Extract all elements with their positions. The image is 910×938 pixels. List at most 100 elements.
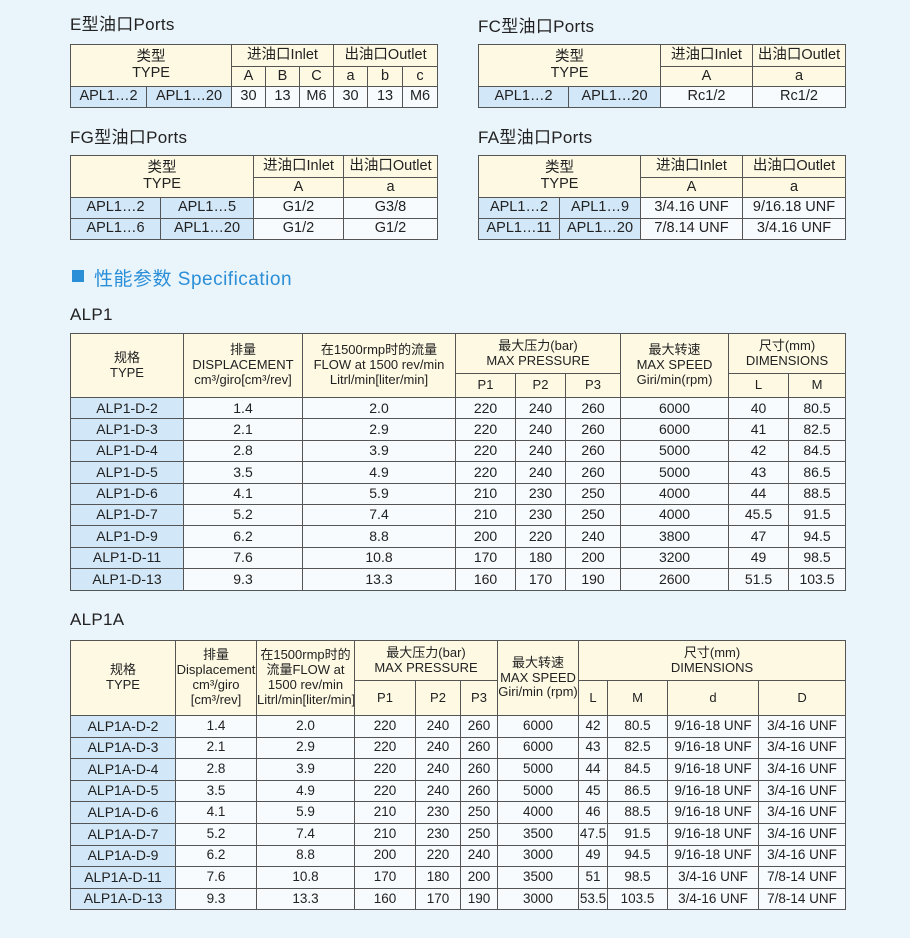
spec-value-cell: 3000 [497, 887, 580, 911]
spec-value-cell: 200 [455, 525, 516, 548]
sub-column-header: P3 [459, 680, 499, 716]
spec-value-cell: 4000 [497, 801, 580, 824]
port-value-cell: 13 [367, 86, 404, 108]
table-row: 规格 TYPE 排量 Displacement cm³/giro [cm³/rev] 在15… [70, 640, 847, 716]
table-row: APL1…2 APL1…20 30 13 M6 30 13 M6 [70, 86, 439, 108]
displacement-header: 排量 Displacement cm³/giro [cm³/rev] [175, 640, 257, 716]
table-row: 规格 TYPE 排量 DISPLACEMENT cm³/giro[cm³/rev] 在15… [70, 333, 847, 398]
port-column-header: a [333, 66, 369, 87]
spec-value-cell: 210 [455, 482, 516, 505]
port-value-cell: G1/2 [343, 218, 438, 240]
inlet-header: 进油口Inlet [640, 155, 743, 178]
table-row: APL1…2 APL1…5 G1/2 G3/8 [70, 197, 438, 219]
spec-value-cell: 230 [415, 822, 461, 846]
spec-value-cell: 3.9 [302, 439, 456, 463]
spec-value-cell: 250 [459, 801, 499, 824]
spec-value-cell: 3/4-16 UNF [758, 844, 847, 868]
sub-column-header: P3 [564, 373, 622, 398]
spec-value-cell: 7.6 [175, 866, 257, 889]
spec-value-cell: 3/4-16 UNF [758, 736, 847, 760]
model-cell: ALP1-D-2 [70, 396, 184, 420]
spec-value-cell: 1.4 [183, 396, 303, 420]
spec-value-cell: 43 [728, 461, 790, 484]
spec-value-cell: 170 [515, 568, 566, 591]
spec-value-cell: 98.5 [607, 866, 669, 889]
spec-value-cell: 53.5 [578, 887, 609, 911]
spec-value-cell: 5.2 [183, 503, 303, 527]
spec-value-cell: 3000 [497, 844, 580, 868]
spec-value-cell: 170 [354, 866, 416, 889]
spec-value-cell: 260 [564, 439, 622, 463]
spec-value-cell: 220 [515, 525, 566, 548]
spec-value-cell: 200 [354, 844, 416, 868]
model-cell: ALP1-D-11 [70, 546, 184, 570]
section-title: 性能参数 Specification [94, 269, 293, 290]
type-cell: APL1…2 [478, 86, 569, 108]
spec-value-cell: 80.5 [788, 396, 847, 420]
type-cell: APL1…20 [568, 86, 661, 108]
spec-value-cell: 5000 [497, 779, 580, 803]
port-value-cell: 30 [333, 86, 369, 108]
model-cell: ALP1-D-7 [70, 503, 184, 527]
spec-value-cell: 3.5 [183, 461, 303, 484]
type-cell: APL1…2 [70, 197, 161, 219]
port-column-header: A [231, 66, 266, 87]
spec-value-cell: 240 [564, 525, 622, 548]
spec-value-cell: 240 [459, 844, 499, 868]
spec-value-cell: 51 [578, 866, 609, 889]
table-row: APL1…6 APL1…20 G1/2 G1/2 [70, 218, 438, 240]
table-row: ALP1-D-9 6.2 8.8 200 220 240 3800 47 94.5 [70, 525, 847, 548]
spec-value-cell: 82.5 [788, 418, 847, 441]
spec-value-cell: 210 [455, 503, 516, 527]
table-row: ALP1-D-6 4.1 5.9 210 230 250 4000 44 88.5 [70, 482, 847, 505]
spec-value-cell: 250 [564, 482, 622, 505]
spec-value-cell: 47.5 [578, 822, 609, 846]
spec-value-cell: 240 [415, 758, 461, 781]
spec-value-cell: 220 [354, 715, 416, 738]
table-row: APL1…2 APL1…20 Rc1/2 Rc1/2 [478, 86, 846, 108]
spec-value-cell: 84.5 [788, 439, 847, 463]
spec-value-cell: 190 [459, 887, 499, 911]
spec-value-cell: 88.5 [788, 482, 847, 505]
model-cell: ALP1-D-5 [70, 461, 184, 484]
port-value-cell: M6 [298, 86, 335, 108]
spec-value-cell: 2.1 [175, 736, 257, 760]
inlet-header: 进油口Inlet [660, 44, 753, 67]
spec-value-cell: 180 [515, 546, 566, 570]
spec-value-cell: 42 [728, 439, 790, 463]
model-cell: ALP1A-D-4 [70, 758, 176, 781]
spec-value-cell: 82.5 [607, 736, 669, 760]
spec-value-cell: 9/16-18 UNF [667, 779, 760, 803]
spec-value-cell: 250 [459, 822, 499, 846]
model-cell: ALP1-D-9 [70, 525, 184, 548]
spec-value-cell: 5000 [620, 461, 730, 484]
table-row: ALP1A-D-13 9.3 13.3 160 170 190 3000 53.5 103.5 3… [70, 887, 847, 911]
port-value-cell: 9/16.18 UNF [742, 197, 846, 219]
sub-column-header: M [788, 373, 847, 398]
spec-value-cell: 3500 [497, 822, 580, 846]
spec-value-cell: 2.9 [302, 418, 456, 441]
flow-header: 在1500rmp时的流量 FLOW at 1500 rev/min Litrl/… [302, 333, 456, 398]
spec-value-cell: 160 [455, 568, 516, 591]
type-header: 类型 TYPE [478, 155, 641, 198]
section-bullet-icon [72, 270, 84, 282]
table-row: 类型 TYPE 进油口Inlet 出油口Outlet [478, 155, 846, 198]
spec-value-cell: 200 [459, 866, 499, 889]
spec-value-cell: 220 [455, 439, 516, 463]
spec-value-cell: 9/16-18 UNF [667, 758, 760, 781]
spec-value-cell: 220 [354, 758, 416, 781]
spec-value-cell: 170 [455, 546, 516, 570]
table-row: ALP1-D-3 2.1 2.9 220 240 260 6000 41 82.5 [70, 418, 847, 441]
model-cell: ALP1A-D-5 [70, 779, 176, 803]
type-cell: APL1…20 [146, 86, 232, 108]
sub-column-header: P1 [354, 680, 416, 716]
spec-value-cell: 240 [415, 715, 461, 738]
spec-value-cell: 260 [564, 418, 622, 441]
spec-value-cell: 103.5 [788, 568, 847, 591]
spec-value-cell: 44 [728, 482, 790, 505]
spec-value-cell: 46 [578, 801, 609, 824]
spec-value-cell: 84.5 [607, 758, 669, 781]
